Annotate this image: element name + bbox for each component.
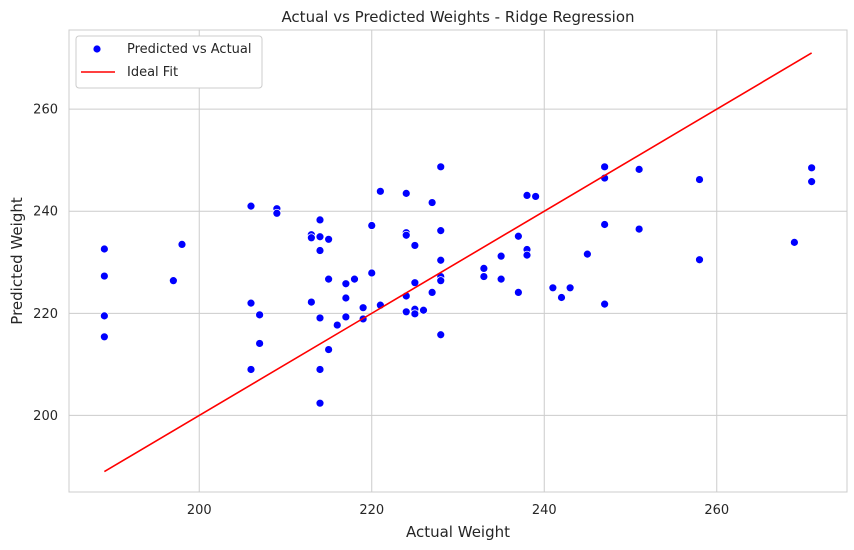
scatter-point <box>436 255 446 265</box>
scatter-point <box>479 272 489 281</box>
y-tick-label: 200 <box>33 409 58 424</box>
scatter-point <box>341 293 351 303</box>
scatter-point <box>99 332 109 342</box>
scatter-point <box>789 237 799 247</box>
scatter-point <box>513 231 523 241</box>
x-tick-label: 260 <box>704 503 729 518</box>
scatter-point <box>410 309 420 319</box>
scatter-point <box>306 233 316 243</box>
scatter-point <box>99 271 109 281</box>
scatter-point <box>367 268 377 278</box>
x-axis-label: Actual Weight <box>406 523 510 541</box>
legend: Predicted vs Actual Ideal Fit <box>75 35 263 89</box>
scatter-point <box>496 274 506 284</box>
scatter-point <box>306 297 316 307</box>
scatter-point <box>531 192 541 201</box>
scatter-point <box>401 230 411 240</box>
chart-title: Actual vs Predicted Weights - Ridge Regr… <box>281 8 634 26</box>
scatter-point <box>341 279 351 289</box>
scatter-point <box>522 250 532 260</box>
scatter-point <box>419 305 428 315</box>
legend-box <box>75 35 263 89</box>
scatter-point <box>315 215 325 225</box>
scatter-point <box>600 299 610 309</box>
scatter-point <box>358 303 368 313</box>
y-tick-label: 240 <box>33 205 58 220</box>
scatter-point <box>367 221 377 230</box>
scatter-point <box>99 311 109 321</box>
scatter-point <box>246 365 256 374</box>
scatter-point <box>332 320 342 330</box>
chart-marks <box>99 52 817 473</box>
scatter-point <box>436 226 446 236</box>
scatter-point <box>695 255 704 265</box>
scatter-point <box>401 188 411 198</box>
scatter-point <box>436 162 446 172</box>
scatter-point <box>522 191 532 200</box>
scatter-point <box>324 274 334 284</box>
scatter-point <box>427 198 437 207</box>
scatter-point <box>695 175 704 184</box>
scatter-point <box>324 345 334 354</box>
scatter-point <box>375 186 385 196</box>
scatter-point <box>350 274 359 284</box>
x-tick-label: 240 <box>532 503 557 518</box>
scatter-point <box>557 293 566 302</box>
scatter-point <box>272 208 282 218</box>
scatter-point <box>168 276 178 286</box>
scatter-point <box>99 244 109 254</box>
scatter-point <box>315 365 325 374</box>
scatter-point <box>410 278 420 288</box>
legend-label-ideal-fit: Ideal Fit <box>127 65 178 80</box>
scatter-point <box>807 163 817 173</box>
scatter-point <box>255 339 265 348</box>
scatter-point <box>513 287 523 297</box>
scatter-point <box>496 251 506 261</box>
legend-label-predicted: Predicted vs Actual <box>127 42 251 57</box>
scatter-point <box>315 313 325 323</box>
y-tick-label: 260 <box>33 103 58 118</box>
ideal-fit-line <box>103 52 813 473</box>
scatter-point <box>315 398 325 408</box>
scatter-point <box>582 249 592 259</box>
scatter-point <box>315 246 325 255</box>
scatter-point <box>436 330 446 340</box>
scatter-point <box>427 287 437 297</box>
scatter-point <box>401 307 411 317</box>
scatter-point <box>246 298 256 308</box>
scatter-point <box>479 264 489 273</box>
y-axis-label: Predicted Weight <box>8 197 26 325</box>
scatter-point <box>341 312 351 322</box>
y-tick-labels: 200 220 240 260 <box>33 103 58 424</box>
scatter-point <box>255 310 265 320</box>
x-tick-label: 200 <box>187 503 212 518</box>
x-tick-labels: 200 220 240 260 <box>187 503 729 518</box>
x-tick-label: 220 <box>359 503 384 518</box>
legend-scatter-marker <box>92 44 102 54</box>
scatter-point <box>600 220 610 229</box>
scatter-point <box>324 234 334 244</box>
scatter-point <box>436 276 446 286</box>
scatter-point <box>565 283 575 293</box>
scatter-point <box>634 164 644 174</box>
scatter-point <box>634 224 644 234</box>
scatter-point <box>548 283 558 293</box>
scatter-point <box>807 177 817 187</box>
scatter-point <box>410 241 420 250</box>
scatter-point <box>246 201 256 211</box>
scatter-point <box>600 162 610 172</box>
y-tick-label: 220 <box>33 307 58 322</box>
scatter-point <box>177 240 187 249</box>
scatter-point <box>315 232 325 242</box>
